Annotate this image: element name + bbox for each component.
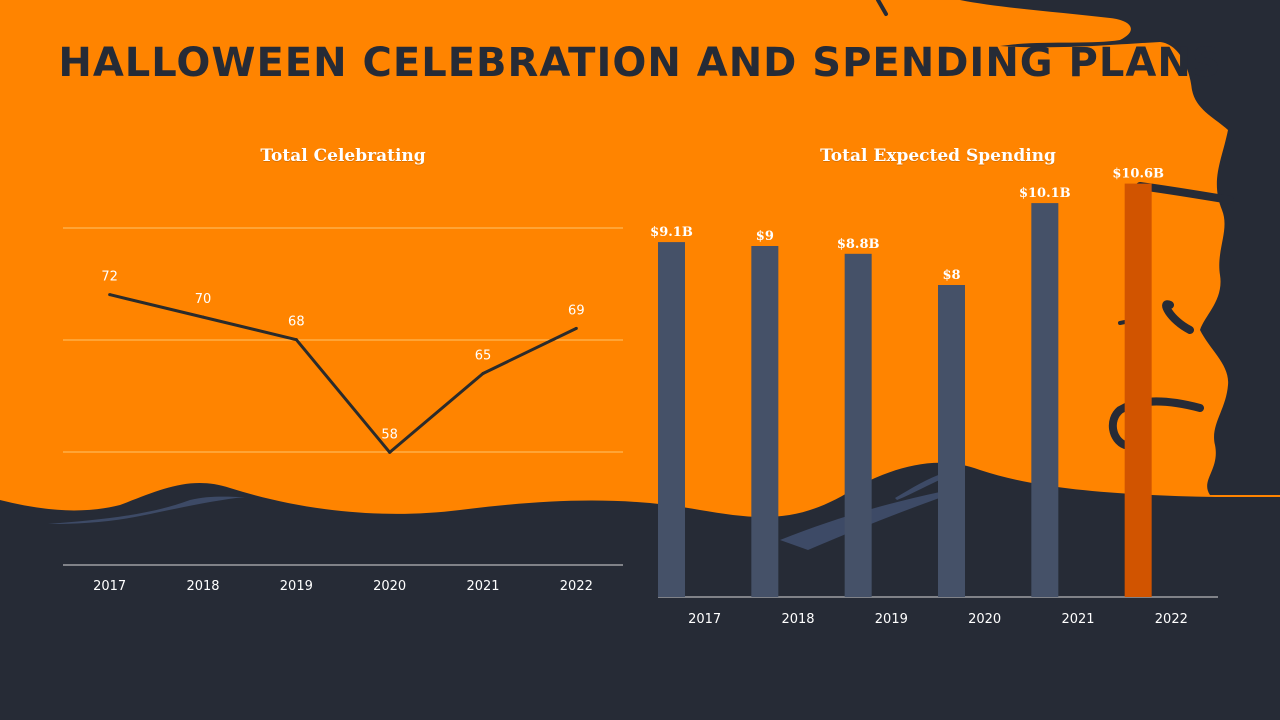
data-label: 70 xyxy=(195,292,212,307)
x-tick-label: 2018 xyxy=(186,579,219,594)
spending-bar xyxy=(938,285,965,597)
x-tick-label: 2021 xyxy=(1061,612,1094,627)
data-label: 68 xyxy=(288,315,305,330)
bar-data-label: $9 xyxy=(756,229,774,244)
x-tick-label: 2018 xyxy=(781,612,814,627)
ground-highlight xyxy=(48,496,245,524)
spending-bar xyxy=(1031,203,1059,597)
x-tick-label: 2019 xyxy=(875,612,908,627)
line-chart-title: Total Celebrating xyxy=(260,146,426,166)
x-tick-label: 2022 xyxy=(1155,612,1188,627)
bar-data-label: $9.1B xyxy=(650,225,693,240)
data-label: 58 xyxy=(381,427,398,442)
spending-bar xyxy=(658,242,685,597)
data-point xyxy=(481,371,485,375)
spending-bar xyxy=(844,253,872,598)
bar-data-label: $8.8B xyxy=(837,237,880,252)
data-label: 65 xyxy=(475,348,492,363)
bar-data-label: $8 xyxy=(942,268,960,283)
data-point xyxy=(574,326,578,330)
data-point xyxy=(294,338,298,342)
x-tick-label: 2020 xyxy=(968,612,1001,627)
page-title: HALLOWEEN CELEBRATION AND SPENDING PLANS xyxy=(58,40,1222,86)
celebrating-series-line xyxy=(109,293,577,454)
bar-chart-title: Total Expected Spending xyxy=(820,146,1056,166)
data-label: 72 xyxy=(101,270,118,285)
spending-bar xyxy=(1124,183,1152,597)
x-tick-label: 2017 xyxy=(93,579,126,594)
x-tick-label: 2022 xyxy=(560,579,593,594)
bar-data-label: $10.1B xyxy=(1019,186,1071,201)
data-point xyxy=(108,293,112,297)
x-tick-label: 2020 xyxy=(373,579,406,594)
bar-data-label: $10.6B xyxy=(1112,167,1164,182)
data-point xyxy=(388,450,392,454)
data-label: 69 xyxy=(568,303,585,318)
ground-highlight xyxy=(895,473,946,500)
x-tick-label: 2019 xyxy=(280,579,313,594)
tree-silhouette xyxy=(960,0,1280,495)
x-tick-label: 2017 xyxy=(688,612,721,627)
x-tick-label: 2021 xyxy=(466,579,499,594)
data-point xyxy=(201,315,205,319)
spending-bar xyxy=(751,246,779,597)
